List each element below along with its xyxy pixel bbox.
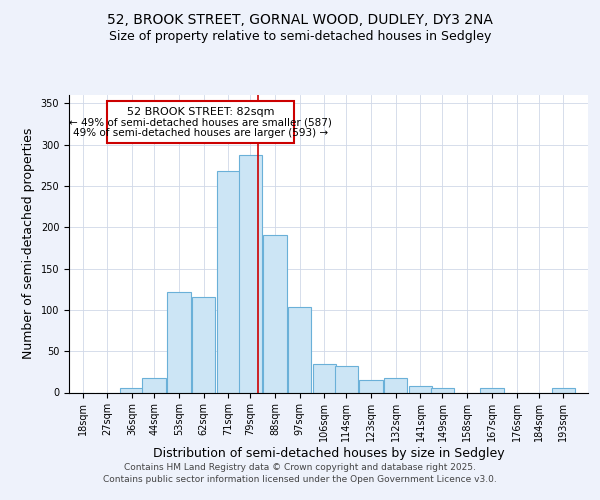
Bar [121, 388, 144, 392]
Bar [239, 156, 262, 392]
Text: 52 BROOK STREET: 82sqm: 52 BROOK STREET: 82sqm [127, 106, 275, 117]
Bar [217, 171, 240, 392]
Bar [384, 378, 407, 392]
Bar [313, 364, 336, 392]
Y-axis label: Number of semi-detached properties: Number of semi-detached properties [22, 128, 35, 360]
Bar [167, 292, 191, 392]
Text: Size of property relative to semi-detached houses in Sedgley: Size of property relative to semi-detach… [109, 30, 491, 43]
Text: Contains HM Land Registry data © Crown copyright and database right 2025.: Contains HM Land Registry data © Crown c… [124, 462, 476, 471]
Bar [480, 388, 503, 392]
X-axis label: Distribution of semi-detached houses by size in Sedgley: Distribution of semi-detached houses by … [152, 447, 505, 460]
Text: 49% of semi-detached houses are larger (593) →: 49% of semi-detached houses are larger (… [73, 128, 328, 138]
Bar [335, 366, 358, 392]
Bar [192, 298, 215, 392]
Bar [359, 380, 383, 392]
Bar [263, 236, 287, 392]
Bar [142, 378, 166, 392]
Bar [551, 388, 575, 392]
Text: 52, BROOK STREET, GORNAL WOOD, DUDLEY, DY3 2NA: 52, BROOK STREET, GORNAL WOOD, DUDLEY, D… [107, 12, 493, 26]
Bar [288, 308, 311, 392]
Text: Contains public sector information licensed under the Open Government Licence v3: Contains public sector information licen… [103, 475, 497, 484]
Bar [431, 388, 454, 392]
Bar [107, 101, 294, 143]
Bar [409, 386, 432, 392]
Text: ← 49% of semi-detached houses are smaller (587): ← 49% of semi-detached houses are smalle… [70, 118, 332, 128]
